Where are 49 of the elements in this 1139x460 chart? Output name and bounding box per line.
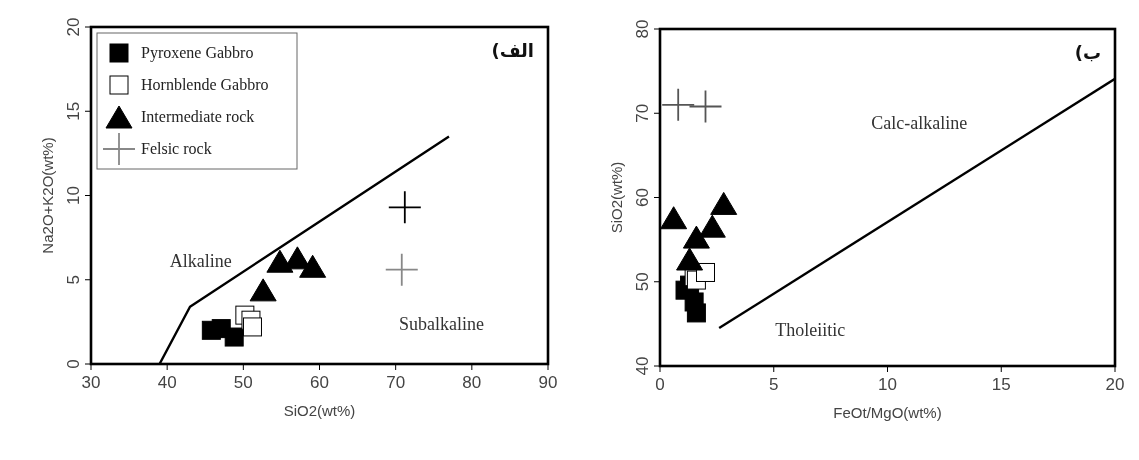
point <box>242 317 262 337</box>
text: الف) <box>491 40 534 61</box>
y-tick-label: 60 <box>633 188 652 207</box>
annotation: Alkaline <box>169 251 232 272</box>
y-axis-title: Na2O+K2O(wt%) <box>39 137 56 254</box>
legend-label: Hornblende Gabbro <box>141 76 269 93</box>
x-tick-label: 80 <box>462 373 482 392</box>
annotation: Calc-alkaline <box>871 113 968 134</box>
y-tick-label: 80 <box>633 19 652 39</box>
x-tick-label: 5 <box>769 375 779 394</box>
y-tick-label: 15 <box>64 101 83 121</box>
point <box>676 247 704 271</box>
x-tick-label: 30 <box>81 373 101 392</box>
x-tick-label: 70 <box>386 373 406 392</box>
x-axis-title: SiO2(wt%) <box>283 402 356 419</box>
x-tick-label: 20 <box>1105 375 1125 394</box>
point <box>249 278 277 302</box>
y-tick-label: 0 <box>64 359 83 369</box>
x-tick-label: 10 <box>878 375 897 394</box>
y-tick-label: 20 <box>64 17 83 37</box>
point <box>299 254 327 278</box>
y-tick-label: 70 <box>633 103 652 123</box>
point <box>662 88 695 121</box>
point <box>682 225 710 249</box>
point <box>710 191 738 215</box>
point <box>686 303 706 323</box>
x-tick-label: 50 <box>233 373 253 392</box>
x-tick-label: 15 <box>991 375 1011 394</box>
y-axis-title: SiO2(wt%) <box>608 161 625 234</box>
y-tick-label: 10 <box>64 186 83 205</box>
point <box>660 206 688 230</box>
point <box>224 327 244 347</box>
x-tick-label: 40 <box>157 373 177 392</box>
y-tick-label: 5 <box>64 275 83 285</box>
point <box>698 214 726 238</box>
y-tick-label: 50 <box>633 272 652 292</box>
legend-label: Felsic rock <box>141 140 212 157</box>
point <box>385 253 418 286</box>
x-tick-label: 60 <box>310 373 329 392</box>
legend-label: Intermediate rock <box>141 108 255 125</box>
x-tick-label: 90 <box>538 373 558 392</box>
legend-label: Pyroxene Gabbro <box>141 44 254 62</box>
annotation: Tholeiitic <box>775 319 846 340</box>
x-tick-label: 0 <box>655 375 665 394</box>
point <box>266 249 294 273</box>
annotation: Subalkaline <box>399 313 485 334</box>
text: ب) <box>1074 42 1101 63</box>
x-axis-title: FeOt/MgO(wt%) <box>833 404 942 421</box>
y-tick-label: 40 <box>633 356 652 376</box>
